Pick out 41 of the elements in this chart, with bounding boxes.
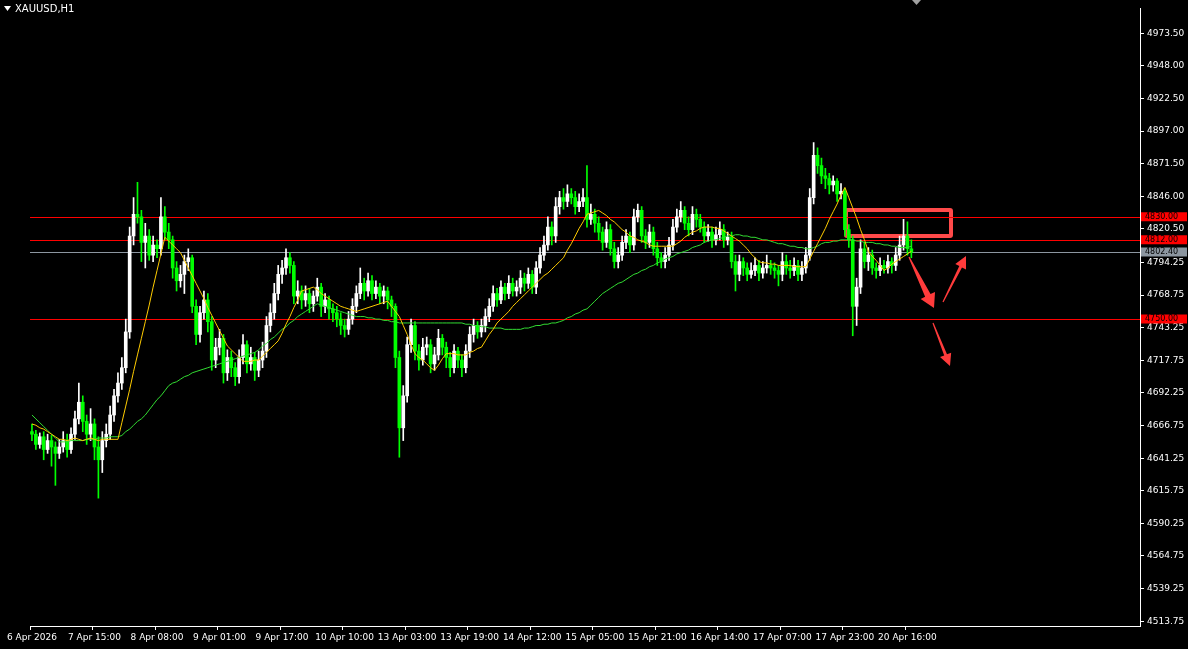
y-tick-label: 4768.75: [1147, 289, 1185, 300]
candlestick: [155, 239, 159, 259]
x-tick-label: 15 Apr 05:00: [565, 631, 625, 642]
x-tick-label: 7 Apr 15:00: [68, 631, 122, 642]
y-tick-label: 4717.75: [1147, 354, 1185, 365]
ref-line-label: 4830.00: [1145, 211, 1179, 221]
y-tick-label: 4743.25: [1147, 322, 1185, 333]
x-tick-label: 20 Apr 16:00: [878, 631, 938, 642]
ref-line-label: 4812.00: [1145, 234, 1179, 244]
x-tick-label: 9 Apr 17:00: [255, 631, 309, 642]
y-tick-label: 4666.75: [1147, 419, 1185, 430]
x-tick-label: 16 Apr 14:00: [690, 631, 750, 642]
candlestick: [143, 222, 148, 269]
y-tick-label: 4897.00: [1147, 125, 1185, 136]
y-tick-label: 4641.25: [1147, 452, 1185, 463]
y-tick-label: 4820.50: [1147, 223, 1185, 234]
y-tick-label: 4590.25: [1147, 517, 1185, 528]
y-tick-label: 4692.25: [1147, 387, 1185, 398]
y-tick-label: 4973.50: [1147, 27, 1185, 38]
y-tick-label: 4564.75: [1147, 550, 1185, 561]
x-tick-label: 8 Apr 08:00: [130, 631, 184, 642]
y-tick-label: 4615.75: [1147, 485, 1185, 496]
y-tick-label: 4539.25: [1147, 582, 1185, 593]
x-tick-label: 17 Apr 07:00: [753, 631, 812, 642]
x-tick-label: 13 Apr 03:00: [377, 631, 437, 642]
y-tick-label: 4948.00: [1147, 60, 1185, 71]
x-tick-label: 10 Apr 10:00: [315, 631, 375, 642]
ref-line-label: 4802.40: [1145, 247, 1179, 257]
y-tick-label: 4513.75: [1147, 615, 1185, 626]
y-tick-label: 4922.50: [1147, 92, 1185, 103]
x-tick-label: 6 Apr 2026: [6, 631, 58, 642]
x-tick-label: 15 Apr 21:00: [627, 631, 687, 642]
y-tick-label: 4846.00: [1147, 190, 1185, 201]
y-tick-label: 4871.50: [1147, 158, 1185, 169]
x-tick-label: 9 Apr 01:00: [193, 631, 247, 642]
x-tick-label: 13 Apr 19:00: [440, 631, 500, 642]
ref-line-label: 4750.00: [1145, 314, 1179, 324]
chart-title: XAUUSD,H1: [15, 3, 75, 14]
x-tick-label: 14 Apr 12:00: [502, 631, 562, 642]
x-tick-label: 17 Apr 23:00: [815, 631, 875, 642]
y-tick-label: 4794.25: [1147, 256, 1185, 267]
